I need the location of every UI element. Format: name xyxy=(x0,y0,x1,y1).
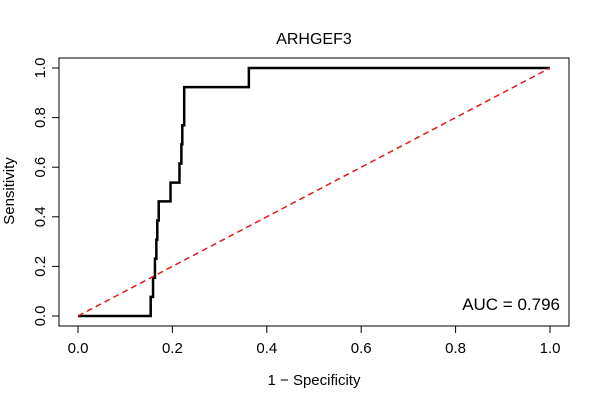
y-axis-label: Sensitivity xyxy=(1,157,18,225)
reference-diagonal-line xyxy=(77,67,551,317)
x-tick-label: 0.6 xyxy=(351,340,372,357)
y-tick-label: 0.2 xyxy=(32,256,49,277)
y-tick-label: 0.0 xyxy=(32,306,49,327)
x-axis-label: 1 − Specificity xyxy=(268,372,361,389)
chart-title: ARHGEF3 xyxy=(276,31,352,48)
roc-curve-line xyxy=(78,66,550,318)
x-tick-label: 0.2 xyxy=(162,340,183,357)
x-tick-label: 1.0 xyxy=(540,340,561,357)
x-tick-label: 0.8 xyxy=(445,340,466,357)
x-axis: 0.0 0.2 0.4 0.6 0.8 1.0 xyxy=(68,325,561,357)
y-tick-label: 0.8 xyxy=(32,107,49,128)
y-tick-label: 0.6 xyxy=(32,157,49,178)
y-tick-label: 0.4 xyxy=(32,206,49,227)
y-axis: 0.0 0.2 0.4 0.6 0.8 1.0 xyxy=(32,58,60,327)
series-layer xyxy=(77,66,551,318)
y-tick-label: 1.0 xyxy=(32,58,49,79)
x-tick-label: 0.0 xyxy=(68,340,89,357)
auc-annotation: AUC = 0.796 xyxy=(462,295,560,314)
x-tick-label: 0.4 xyxy=(256,340,277,357)
